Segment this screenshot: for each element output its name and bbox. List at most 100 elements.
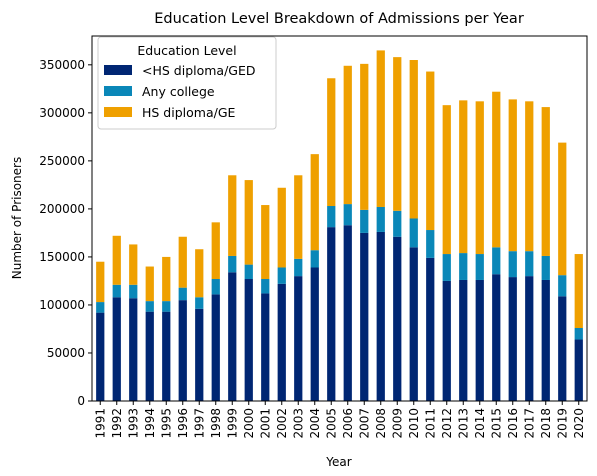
bar-2003-series-0 <box>294 276 303 401</box>
x-tick-label: 2006 <box>341 408 355 439</box>
bar-1999-series-1 <box>228 255 237 273</box>
bar-1999-series-2 <box>228 175 237 256</box>
y-tick-label: 250000 <box>39 154 85 168</box>
bar-2019-series-0 <box>558 296 567 401</box>
bar-1998-series-2 <box>211 222 220 280</box>
legend: Education Level <HS diploma/GED Any colle… <box>97 36 277 130</box>
bar-2008-series-0 <box>376 231 385 401</box>
bar-2003-series-2 <box>294 175 303 259</box>
legend-label-1: Any college <box>142 84 215 99</box>
bar-1998-series-1 <box>211 279 220 295</box>
bar-2012-series-2 <box>442 105 451 255</box>
x-tick-label: 1999 <box>225 408 239 439</box>
x-tick-label: 1994 <box>143 408 157 439</box>
legend-label-0: <HS diploma/GED <box>142 63 256 78</box>
bar-2006-series-1 <box>343 204 352 226</box>
bar-2018-series-1 <box>541 255 550 280</box>
bar-2016-series-2 <box>508 99 517 252</box>
legend-swatch-0 <box>104 65 132 75</box>
bar-2020-series-2 <box>574 254 583 328</box>
bar-1993-series-1 <box>129 284 138 299</box>
y-axis: 0 50000 100000 150000 200000 250000 300000 3500… <box>39 58 92 408</box>
x-tick-label: 2008 <box>374 408 388 439</box>
bar-1994-series-1 <box>145 301 154 312</box>
bar-1992-series-2 <box>112 235 121 285</box>
x-tick-label: 2017 <box>522 408 536 439</box>
legend-label-2: HS diploma/GE <box>142 105 236 120</box>
bar-2011-series-2 <box>426 71 435 231</box>
x-tick-label: 2018 <box>539 408 553 439</box>
x-tick-label: 2020 <box>572 408 586 439</box>
bar-2014-series-2 <box>475 101 484 255</box>
bar-2009-series-1 <box>393 210 402 237</box>
bar-2015-series-2 <box>492 91 501 248</box>
bar-2012-series-1 <box>442 254 451 281</box>
plot-frame <box>91 35 588 402</box>
x-tick-label: 2001 <box>258 408 272 439</box>
bar-2002-series-2 <box>277 187 286 268</box>
bar-2012-series-0 <box>442 280 451 401</box>
bar-2010-series-2 <box>409 60 418 219</box>
bar-1996-series-1 <box>178 287 187 301</box>
x-tick-label: 2011 <box>423 408 437 439</box>
legend-swatch-1 <box>104 86 132 96</box>
bar-2007-series-0 <box>360 232 369 401</box>
y-tick-label: 100000 <box>39 298 85 312</box>
x-tick-label: 2014 <box>473 408 487 439</box>
bar-2005-series-2 <box>327 78 336 207</box>
bar-1994-series-0 <box>145 311 154 401</box>
bar-2017-series-1 <box>525 251 534 277</box>
bar-1992-series-0 <box>112 297 121 401</box>
bar-2004-series-2 <box>310 154 319 251</box>
bar-1991-series-0 <box>96 312 105 401</box>
bar-1995-series-0 <box>162 311 171 401</box>
bar-1996-series-0 <box>178 300 187 401</box>
x-tick-label: 2010 <box>407 408 421 439</box>
x-tick-label: 2007 <box>357 408 371 439</box>
bar-2011-series-1 <box>426 230 435 258</box>
bar-2009-series-0 <box>393 236 402 401</box>
bar-2008-series-2 <box>376 50 385 207</box>
chart-title: Education Level Breakdown of Admissions … <box>154 11 524 27</box>
y-axis-label: Number of Prisoners <box>10 157 24 279</box>
x-tick-label: 1993 <box>126 408 140 439</box>
bar-2001-series-0 <box>261 293 270 401</box>
bar-2002-series-0 <box>277 283 286 401</box>
bar-2016-series-1 <box>508 251 517 278</box>
bar-1996-series-2 <box>178 236 187 288</box>
bar-1997-series-2 <box>195 249 204 298</box>
bar-2002-series-1 <box>277 267 286 284</box>
bar-2005-series-1 <box>327 206 336 228</box>
bars-group <box>96 50 583 401</box>
bar-2001-series-2 <box>261 205 270 280</box>
y-tick-label: 0 <box>77 394 85 408</box>
y-tick-label: 150000 <box>39 250 85 264</box>
bar-2017-series-2 <box>525 101 534 252</box>
bar-1998-series-0 <box>211 294 220 401</box>
x-tick-label: 2013 <box>456 408 470 439</box>
x-tick-label: 2003 <box>291 408 305 439</box>
x-tick-label: 2015 <box>489 408 503 439</box>
bar-2014-series-1 <box>475 254 484 280</box>
bar-2000-series-1 <box>244 264 253 280</box>
x-tick-label: 2004 <box>308 408 322 439</box>
legend-frame <box>97 36 277 130</box>
x-tick-label: 2000 <box>242 408 256 439</box>
bar-2013-series-1 <box>459 253 468 280</box>
bar-2015-series-0 <box>492 274 501 401</box>
bar-2016-series-0 <box>508 277 517 401</box>
bar-2019-series-2 <box>558 142 567 276</box>
x-tick-label: 1997 <box>192 408 206 439</box>
bar-2000-series-2 <box>244 180 253 265</box>
x-tick-label: 1995 <box>159 408 173 439</box>
bar-2007-series-1 <box>360 209 369 233</box>
x-axis: 1991 1992 1993 1994 1995 1996 1997 1998 1999 2000… <box>93 401 586 439</box>
bar-2013-series-2 <box>459 100 468 254</box>
bar-1994-series-2 <box>145 266 154 302</box>
x-tick-label: 2002 <box>275 408 289 439</box>
x-tick-label: 1996 <box>176 408 190 439</box>
x-tick-label: 1991 <box>93 408 107 439</box>
bar-2008-series-1 <box>376 206 385 232</box>
bar-2004-series-0 <box>310 267 319 401</box>
